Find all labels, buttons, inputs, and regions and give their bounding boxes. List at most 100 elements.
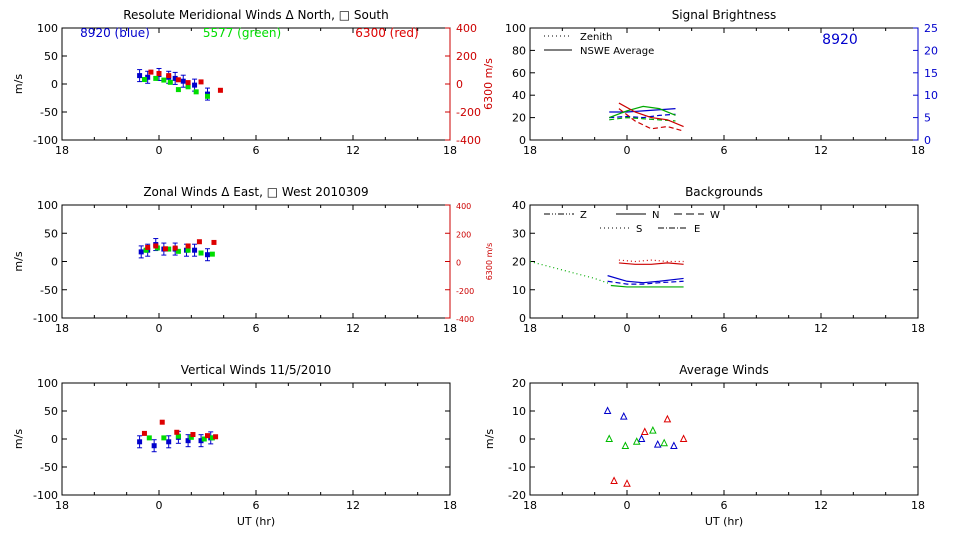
x-tick-label: 12: [814, 499, 828, 512]
y2-tick-label: 5: [924, 112, 931, 125]
zonal-panel: Zonal Winds Δ East, □ West 2010309 18 0 6 12…: [12, 185, 494, 335]
backgrounds-plot-frame: [529, 204, 919, 319]
y-tick-label: 0: [51, 256, 58, 269]
data-point: [175, 77, 181, 83]
y2-tick-label: -400: [456, 315, 474, 324]
data-point: [198, 79, 204, 85]
average-plot-frame: [529, 382, 919, 496]
x-tick-label: 18: [523, 144, 537, 157]
x-tick-label: 6: [253, 144, 260, 157]
y2-tick-label: 400: [456, 202, 471, 211]
vertical-title: Vertical Winds 11/5/2010: [181, 363, 332, 377]
legend-entry: 8920 (blue): [80, 26, 150, 40]
x-tick-label: 18: [55, 144, 69, 157]
y-tick-label: 10: [512, 405, 526, 418]
y-tick-label: 40: [512, 89, 526, 102]
y-tick-label: 50: [44, 227, 58, 240]
y-tick-label: -10: [508, 461, 526, 474]
data-point: [175, 248, 181, 254]
legend-entry: NSWE Average: [580, 46, 654, 57]
y-tick-label: 0: [51, 78, 58, 91]
x-tick-label: 18: [911, 499, 925, 512]
data-point: [621, 441, 630, 449]
meridional-panel: Resolute Meridional Winds Δ North, □ Sou…: [12, 8, 495, 157]
x-tick-label: 18: [443, 322, 457, 335]
average-ylabel: m/s: [483, 429, 496, 449]
data-point: [166, 246, 172, 252]
data-point: [670, 441, 678, 449]
data-point: [603, 406, 612, 414]
data-point: [167, 79, 173, 85]
data-point: [660, 438, 668, 447]
data-point: [145, 74, 151, 80]
legend-entry: Zenith: [580, 32, 612, 43]
data-point: [161, 77, 167, 83]
legend-entry: W: [710, 210, 720, 221]
data-point: [161, 435, 167, 441]
x-tick-label: 6: [253, 499, 260, 512]
x-tick-label: 18: [55, 322, 69, 335]
y-tick-label: 10: [512, 284, 526, 297]
x-tick-label: 18: [55, 499, 69, 512]
x-tick-label: 18: [523, 322, 537, 335]
x-tick-label: 12: [346, 322, 360, 335]
meridional-plot-frame: [61, 27, 451, 141]
brightness-plot-frame: [529, 27, 919, 141]
y-tick-label: -100: [33, 134, 58, 147]
x-tick-label: 18: [911, 322, 925, 335]
x-tick-label: 18: [443, 499, 457, 512]
y-tick-label: 50: [44, 50, 58, 63]
data-point: [146, 435, 152, 441]
x-tick-label: 18: [443, 144, 457, 157]
x-tick-label: 6: [721, 322, 728, 335]
y-tick-label: -20: [508, 489, 526, 502]
vertical-xlabel: UT (hr): [237, 515, 275, 528]
data-point: [156, 71, 162, 76]
data-point: [153, 75, 159, 81]
y2-tick-label: 200: [456, 50, 477, 63]
data-point: [679, 434, 688, 442]
y-tick-label: 0: [519, 433, 526, 446]
y2-tick-label: -200: [456, 287, 474, 296]
x-tick-label: 18: [911, 144, 925, 157]
backgrounds-title: Backgrounds: [685, 185, 763, 199]
y-tick-label: 50: [44, 405, 58, 418]
data-point: [211, 239, 217, 245]
data-point: [205, 93, 210, 99]
data-point: [175, 433, 181, 439]
x-tick-label: 0: [624, 144, 631, 157]
data-point: [619, 411, 628, 420]
y2-tick-label: 10: [924, 89, 938, 102]
y2-tick-label: -400: [456, 134, 481, 147]
x-tick-label: 12: [814, 144, 828, 157]
y-tick-label: 0: [519, 134, 526, 147]
station-annotation: 8920: [822, 32, 858, 48]
series-line: [607, 280, 684, 285]
series-line: [609, 105, 676, 119]
x-tick-label: 6: [721, 499, 728, 512]
series-line: [610, 284, 684, 288]
x-tick-label: 12: [814, 322, 828, 335]
data-point: [201, 436, 207, 442]
x-tick-label: 0: [156, 499, 163, 512]
data-point: [185, 247, 191, 253]
y-tick-label: 100: [37, 377, 58, 390]
data-point: [192, 247, 198, 253]
data-point: [663, 414, 672, 423]
data-point: [193, 89, 199, 95]
data-point: [213, 434, 219, 440]
y-tick-label: 60: [512, 67, 526, 80]
legend-entry: N: [652, 210, 659, 221]
data-point: [605, 434, 614, 442]
legend-entry: 6300 (red): [355, 26, 418, 40]
x-tick-label: 18: [523, 499, 537, 512]
series-line: [618, 108, 684, 132]
data-point: [205, 252, 210, 258]
data-point: [653, 439, 662, 448]
y2-tick-label: 0: [456, 78, 463, 91]
